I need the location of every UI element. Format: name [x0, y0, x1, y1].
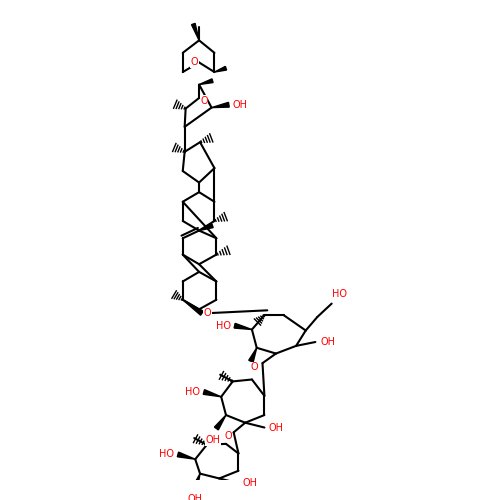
Text: O: O [200, 96, 207, 106]
Text: O: O [204, 308, 212, 318]
Text: OH: OH [188, 494, 202, 500]
Text: O: O [190, 58, 198, 68]
Text: O: O [224, 431, 232, 441]
Text: HO: HO [216, 320, 230, 330]
Polygon shape [178, 452, 195, 459]
Polygon shape [193, 474, 200, 488]
Text: HO: HO [159, 450, 174, 460]
Polygon shape [212, 102, 230, 108]
Text: OH: OH [233, 100, 248, 110]
Text: HO: HO [185, 387, 200, 397]
Polygon shape [199, 224, 213, 230]
Polygon shape [214, 66, 226, 72]
Text: OH: OH [242, 478, 258, 488]
Polygon shape [199, 79, 213, 84]
Text: OH: OH [320, 337, 336, 347]
Text: OH: OH [205, 435, 220, 445]
Polygon shape [214, 415, 226, 430]
Text: HO: HO [332, 289, 347, 299]
Polygon shape [182, 300, 204, 315]
Polygon shape [249, 348, 256, 362]
Text: O: O [251, 362, 258, 372]
Polygon shape [192, 24, 199, 40]
Text: OH: OH [268, 422, 283, 432]
Polygon shape [203, 390, 221, 397]
Polygon shape [234, 324, 252, 330]
